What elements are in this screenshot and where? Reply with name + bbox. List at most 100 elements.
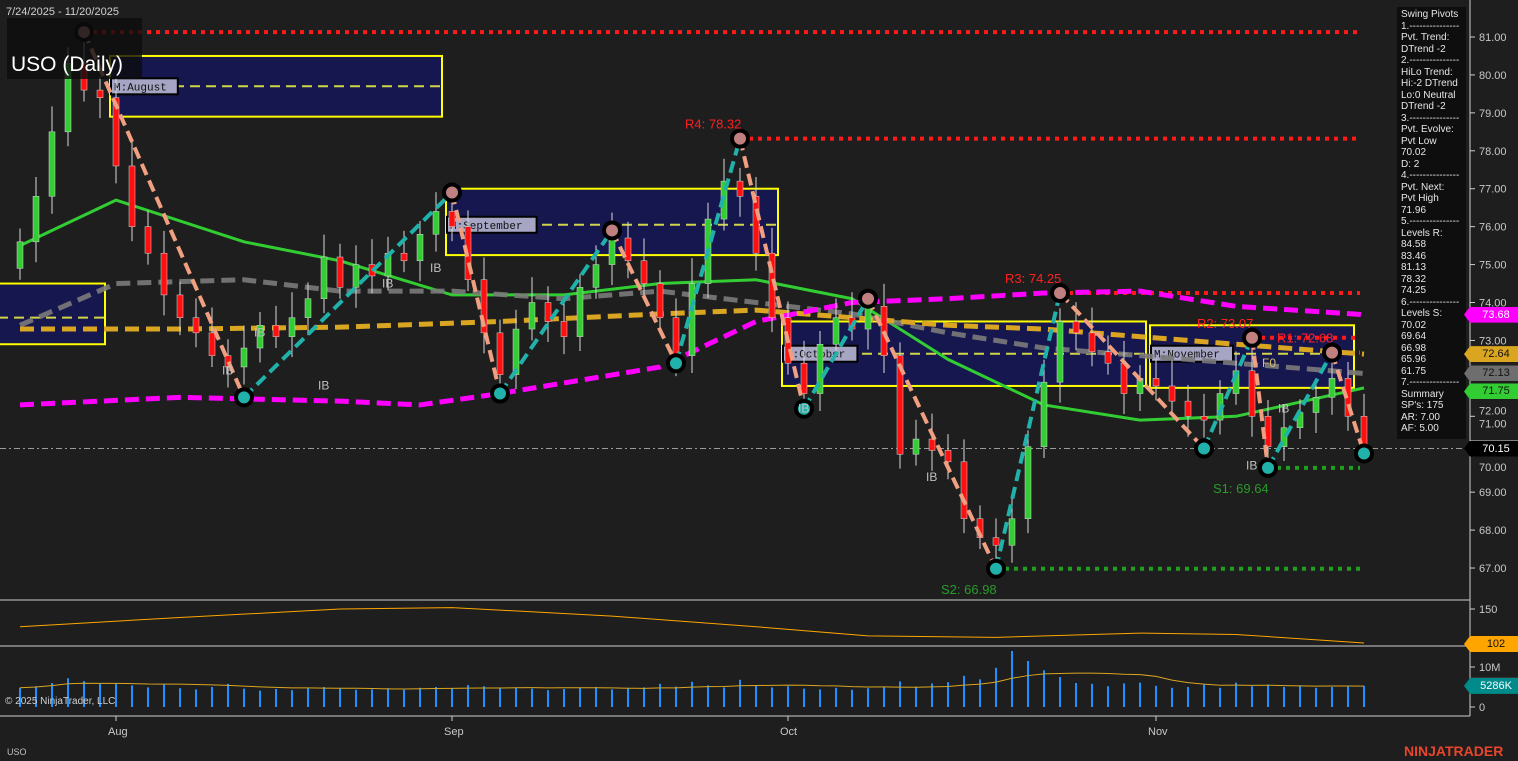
volume-value-tag: 5286K (1464, 677, 1518, 694)
swing-line (610, 229, 678, 365)
volume-tick-label: 10M (1479, 662, 1500, 674)
candle-body (1328, 378, 1336, 398)
price-axis[interactable]: 81.00 80.00 79.00 78.00 77.00 76.00 75.00 74.00… (1470, 32, 1507, 575)
swing-high-marker (1050, 283, 1070, 304)
candle-body (960, 461, 968, 519)
monthly-label: M:August (114, 82, 167, 94)
info-line: Pvt. Next: (1401, 181, 1445, 193)
moving-average-line (19, 288, 1365, 408)
candle-body (1248, 370, 1256, 417)
bar-annotation: IB (254, 326, 265, 340)
candle-body (640, 260, 648, 284)
info-line: Pvt. Evolve: (1401, 124, 1454, 135)
ma-value-tag: 72.64 (1464, 346, 1518, 363)
info-line: DTrend -2 (1401, 101, 1446, 112)
date-axis: Aug Sep Oct Nov (108, 716, 1168, 738)
swing-line (802, 297, 870, 410)
swing-line (994, 292, 1062, 570)
date-range: 7/24/2025 - 11/20/2025 (6, 6, 119, 18)
swing-lines (74, 22, 1374, 579)
swing-low-marker (490, 383, 510, 404)
candle-body (496, 332, 504, 375)
ma-value-tag: 71.75 (1464, 383, 1518, 400)
info-line: Lo:0 Neutral (1401, 89, 1456, 101)
info-line: 4.--------------- (1401, 170, 1460, 181)
swing-low-marker (986, 558, 1006, 579)
candle-body (336, 256, 344, 288)
bar-annotation: F0 (1262, 356, 1276, 370)
swing-pivots-panel: Swing Pivots 1.--------------- Pvt. Trend:… (1397, 7, 1466, 439)
copyright: © 2025 NinjaTrader, LLC (5, 696, 115, 707)
title-backdrop (7, 18, 142, 79)
price-tick-label: 69.00 (1479, 487, 1507, 499)
candle-body (880, 306, 888, 356)
bar-annotation: IB (430, 261, 441, 275)
candle-body (16, 241, 24, 269)
swing-high-marker (442, 182, 462, 203)
price-tick-label: 71.00 (1479, 418, 1507, 430)
ma-value-tag: 73.68 (1464, 306, 1518, 323)
price-tick-label: 70.00 (1479, 462, 1507, 474)
price-tick-label: 77.00 (1479, 184, 1507, 196)
info-line: 6.--------------- (1401, 296, 1460, 308)
swing-line (1266, 351, 1334, 469)
price-tick-label: 67.00 (1479, 563, 1507, 575)
candle-body (400, 252, 408, 262)
swing-low-marker (794, 398, 814, 419)
swing-line (738, 138, 806, 410)
candle-body (592, 264, 600, 288)
candle-body (224, 355, 232, 368)
candle-body (816, 343, 824, 394)
candle-body (208, 332, 216, 356)
volume-panel: 10M 0 (19, 651, 1500, 714)
candle-body (864, 306, 872, 330)
price-tick-label: 79.00 (1479, 108, 1507, 120)
info-line: Pvt High (1401, 193, 1439, 204)
candle-body (1200, 416, 1208, 421)
swing-line (1202, 336, 1254, 450)
candle-body (576, 287, 584, 337)
candle-body (160, 252, 168, 296)
date-tick-label: Sep (444, 726, 464, 738)
price-tick-label: 74.00 (1479, 298, 1507, 310)
volume-average-line (19, 672, 1365, 690)
candle-body (48, 131, 56, 197)
candle-body (128, 165, 136, 227)
candles (16, 41, 1368, 566)
swing-low-marker (1354, 443, 1374, 464)
monthly-label-box (110, 77, 179, 96)
candle-body (1104, 351, 1112, 364)
candle-body (96, 89, 104, 98)
info-line: 71.96 (1401, 204, 1427, 216)
info-line: 78.32 (1401, 273, 1427, 285)
swing-line (450, 192, 502, 395)
candle-body (1088, 332, 1096, 353)
oscillator-line (19, 607, 1365, 644)
level-label: S1: 69.64 (1213, 481, 1269, 496)
swing-low-marker (234, 387, 254, 408)
candle-body (832, 317, 840, 345)
candle-body (448, 211, 456, 227)
candle-body (1024, 446, 1032, 519)
info-line: D: 2 (1401, 158, 1420, 170)
bar-annotation: IB (222, 364, 233, 378)
oscillator-value-tag: 102 (1464, 635, 1518, 652)
info-line: Hi:-2 DTrend (1401, 78, 1458, 89)
candle-body (32, 196, 40, 243)
info-line: 74.25 (1401, 285, 1427, 296)
price-tick-label: 72.00 (1479, 405, 1507, 417)
swing-high-marker (1242, 327, 1262, 348)
candle-body (1120, 362, 1128, 394)
swing-line (866, 297, 998, 570)
candle-body (736, 180, 744, 197)
candle-body (1008, 518, 1016, 546)
ma-value-tag: 72.13 (1464, 365, 1518, 382)
bar-annotation: IB (318, 379, 329, 393)
swing-low-marker (1194, 438, 1214, 459)
date-tick-label: Nov (1148, 726, 1168, 738)
info-line: 61.75 (1401, 365, 1427, 377)
candle-body (144, 226, 152, 254)
candle-body (288, 317, 296, 337)
candle-body (624, 237, 632, 262)
